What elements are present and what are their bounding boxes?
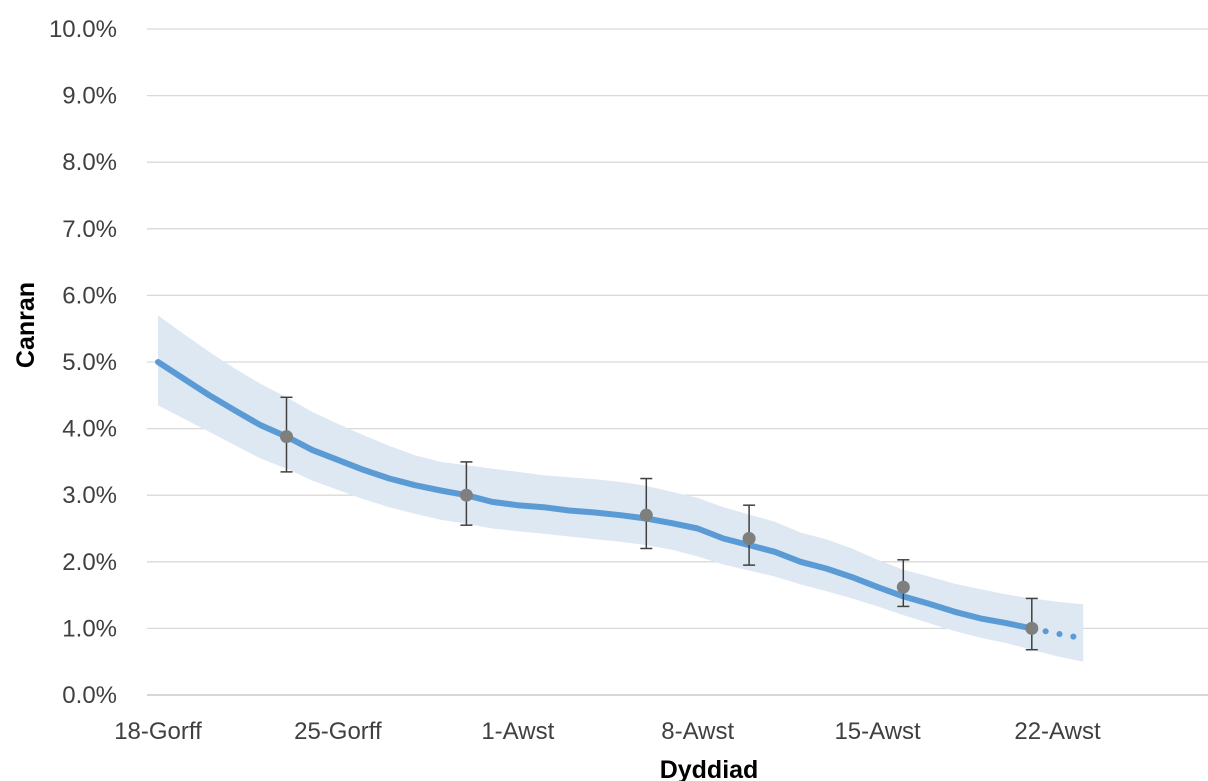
data-point [459, 488, 473, 502]
y-tick-label: 7.0% [62, 216, 117, 243]
y-tick-label: 1.0% [62, 615, 117, 642]
error-bar [639, 477, 653, 550]
x-tick-label: 15-Awst [834, 718, 921, 745]
error-bar [742, 504, 756, 566]
data-point [639, 508, 653, 522]
data-point [896, 580, 910, 594]
y-axis-title: Canran [12, 282, 40, 368]
data-point [1025, 621, 1039, 635]
data-point [742, 531, 756, 545]
y-tick-label: 6.0% [62, 282, 117, 309]
y-tick-label: 4.0% [62, 416, 117, 443]
y-tick-label: 0.0% [62, 682, 117, 709]
x-tick-label: 22-Awst [1014, 718, 1101, 745]
error-bars [280, 396, 1039, 651]
data-point [280, 430, 293, 444]
x-tick-label: 8-Awst [661, 718, 734, 745]
y-axis-ticks: 0.0% 1.0% 2.0% 3.0% 4.0% 5.0% 6.0% 7.0% 8.0% 9.0%… [49, 16, 117, 709]
error-bar [459, 461, 473, 526]
error-bar [1025, 597, 1039, 651]
y-tick-label: 10.0% [49, 16, 117, 43]
y-tick-label: 3.0% [62, 482, 117, 509]
x-axis-title: Dyddiad [660, 756, 759, 781]
y-tick-label: 2.0% [62, 549, 117, 576]
gridlines [147, 28, 1208, 696]
x-tick-label: 18-Gorff [114, 718, 202, 745]
error-bar [896, 559, 910, 608]
error-bar [280, 396, 293, 473]
series-line [155, 359, 1035, 632]
y-tick-label: 9.0% [62, 83, 117, 110]
y-tick-label: 8.0% [62, 149, 117, 176]
trend-lines [155, 359, 1087, 642]
y-tick-label: 5.0% [62, 349, 117, 376]
x-tick-label: 25-Gorff [294, 718, 382, 745]
x-tick-label: 1-Awst [481, 718, 554, 745]
x-axis-ticks: 18-Gorff 25-Gorff 1-Awst 8-Awst 15-Awst 22-Aw… [114, 718, 1101, 745]
projection-line [1028, 625, 1087, 642]
